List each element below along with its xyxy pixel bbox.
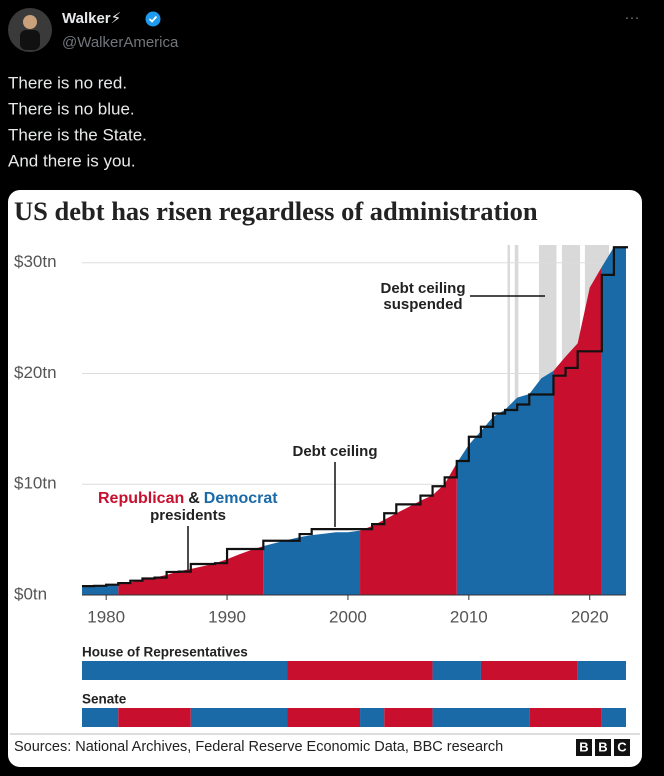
logo-letter: C: [617, 739, 627, 754]
chamber-segment: [360, 708, 385, 727]
legend-text: &: [188, 490, 200, 507]
area: [456, 370, 554, 595]
legend-text: presidents: [150, 507, 226, 524]
chamber-segment: [287, 661, 433, 680]
chamber-segment: [480, 661, 578, 680]
legend-entry: Republican: [98, 490, 184, 507]
avatar-body: [20, 30, 40, 50]
verified-check: [148, 15, 158, 23]
chamber-segment: [384, 708, 433, 727]
legend: Republican & Democrat: [98, 490, 278, 507]
x-tick-label: 2010: [450, 607, 488, 626]
chamber-segment: [529, 708, 602, 727]
source: Sources: National Archives, Federal Rese…: [14, 739, 503, 755]
tweet-line: And there is you.: [8, 151, 136, 170]
x-tick-label: 2000: [329, 607, 367, 626]
more-button[interactable]: ···: [625, 9, 640, 26]
chart: $0tn $10tn $20tn $30tn 1980 1990 2000 2010 2020 D…: [10, 245, 640, 756]
chamber-label: House of Representatives: [82, 645, 248, 660]
chart-title: US debt has risen regardless of administ…: [14, 196, 538, 226]
logo-letter: B: [598, 739, 607, 754]
chamber-segment: [601, 708, 626, 727]
user-name[interactable]: Walker⚡: [62, 10, 121, 27]
y-tick-label: $0tn: [14, 584, 47, 603]
chamber-segment: [190, 708, 288, 727]
x-tick-label: 1980: [87, 607, 125, 626]
annotation: Debt ceiling: [292, 443, 377, 460]
chamber-label: Senate: [82, 692, 127, 707]
legend-entry: Democrat: [204, 490, 278, 507]
area: [553, 266, 602, 595]
x-tick-label: 2020: [571, 607, 609, 626]
chamber-segment: [82, 661, 288, 680]
chart-card[interactable]: [8, 190, 642, 767]
y-tick-label: $20tn: [14, 363, 57, 382]
area: [601, 246, 626, 595]
user-handle[interactable]: @WalkerAmerica: [62, 34, 179, 51]
x-tick-label: 1990: [208, 607, 246, 626]
chamber-segment: [577, 661, 626, 680]
logo-box: [576, 739, 592, 756]
tweet-line: There is no blue.: [8, 99, 135, 118]
verified-badge: [145, 11, 161, 27]
annotation: Debt ceiling: [380, 280, 465, 297]
avatar-face: [23, 15, 37, 29]
tweet-line: There is the State.: [8, 125, 147, 144]
chamber-segment: [287, 708, 361, 727]
logo-letter: B: [579, 739, 588, 754]
debt-ceiling-line: [82, 246, 628, 588]
annotation: suspended: [383, 296, 462, 313]
chamber-segment: [432, 708, 530, 727]
y-tick-label: $10tn: [14, 474, 57, 493]
logo-box: [614, 739, 630, 756]
area: [263, 530, 361, 595]
logo-box: [595, 739, 611, 756]
tweet-text: There is no red. There is no blue. There i…: [8, 73, 147, 170]
chamber-segment: [118, 708, 191, 727]
y-tick-label: $30tn: [14, 252, 57, 271]
chamber-segment: [82, 708, 119, 727]
tweet-line: There is no red.: [8, 73, 127, 92]
chamber-segment: [432, 661, 481, 680]
